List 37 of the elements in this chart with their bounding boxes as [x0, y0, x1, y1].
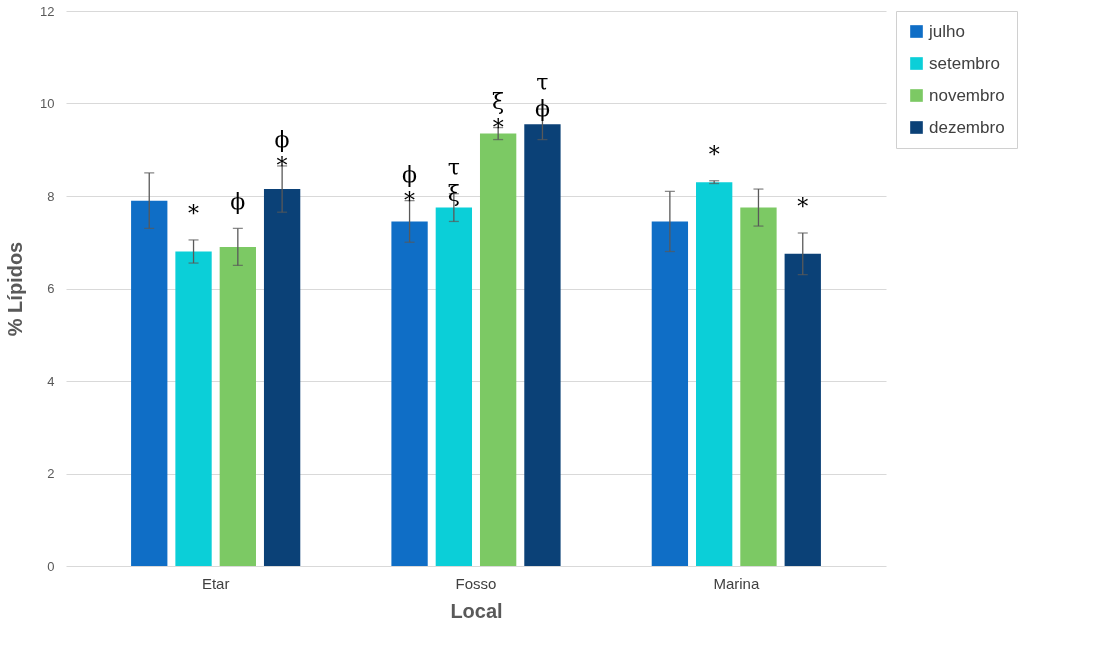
x-axis-title: Local: [450, 599, 503, 622]
data-label: ϕ: [230, 189, 246, 215]
data-label: ϕ *: [274, 126, 290, 178]
data-label: ϕ *: [402, 161, 418, 213]
bar: [175, 251, 212, 566]
x-tick-label: Fosso: [455, 574, 497, 592]
x-tick-label: Etar: [201, 574, 230, 592]
bar: [435, 207, 473, 566]
data-label: *: [188, 200, 200, 226]
y-tick-label: 0: [47, 558, 55, 574]
data-label: τ ϕ: [534, 70, 550, 122]
y-tick-label: 6: [47, 281, 55, 296]
y-tick-label: 4: [47, 373, 55, 389]
bar: [479, 133, 517, 566]
y-tick-label: 10: [40, 96, 55, 111]
x-tick-label: Marina: [713, 574, 760, 592]
bar: [740, 207, 777, 566]
data-label: τ ξ: [447, 154, 460, 206]
data-label: *: [797, 194, 809, 219]
y-tick-label: 12: [40, 3, 55, 19]
legend-label: setembro: [929, 53, 1000, 73]
bar: [219, 246, 256, 566]
bar: [524, 124, 561, 566]
legend-label: julho: [928, 21, 965, 41]
legend-label: dezembro: [929, 117, 1005, 137]
bar: [263, 189, 301, 566]
data-label: ξ *: [492, 88, 505, 140]
y-tick-label: 2: [47, 466, 55, 481]
bar: [696, 182, 733, 566]
bar: [131, 200, 168, 566]
bar: [651, 221, 689, 566]
y-tick-label: 8: [47, 188, 55, 204]
bar: [391, 221, 428, 566]
legend-label: novembro: [929, 85, 1005, 105]
bar: [784, 253, 821, 566]
data-label: *: [708, 141, 720, 167]
y-axis-title: % Lípidos: [4, 241, 27, 337]
